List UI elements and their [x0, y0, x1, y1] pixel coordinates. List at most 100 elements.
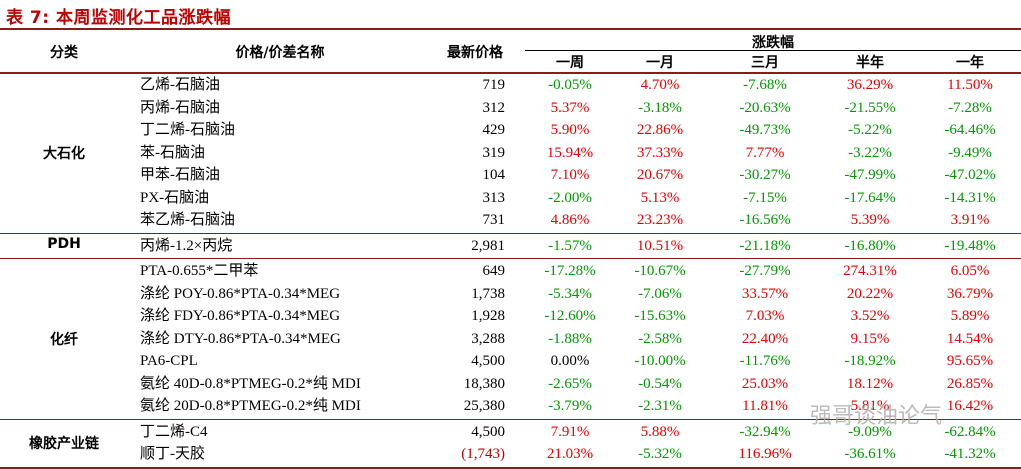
group-divider	[0, 418, 1021, 420]
group-divider	[0, 232, 1021, 234]
row-change-一年: 11.50%	[947, 77, 993, 93]
row-change-一周: 15.94%	[546, 144, 594, 161]
row-change-一月: -2.58%	[638, 330, 682, 347]
row-change-三月: -11.76%	[739, 353, 791, 369]
row-change-一周: -3.79%	[548, 398, 592, 414]
row-change-一周: 21.03%	[546, 446, 594, 462]
watermark: 强哥谈油论气	[810, 404, 943, 429]
row-change-一年: -19.48%	[944, 237, 996, 254]
row-change-一月: 5.13%	[640, 189, 680, 206]
row-change-一年: 3.91%	[950, 212, 990, 228]
row-price: 313	[482, 189, 506, 206]
header-subrule	[525, 50, 1021, 51]
row-name: 苯-石脑油	[140, 144, 205, 161]
row-name: 氨纶 40D-0.8*PTMEG-0.2*纯 MDI	[140, 375, 361, 392]
row-name: PTA-0.655*二甲苯	[140, 263, 259, 279]
row-change-三月: 7.77%	[745, 144, 785, 161]
row-change-一年: -9.49%	[948, 144, 992, 161]
row-change-半年: -47.99%	[844, 167, 896, 183]
row-change-一年: 14.54%	[946, 330, 994, 347]
row-change-一年: -62.84%	[944, 423, 996, 440]
row-change-一月: 10.51%	[636, 237, 684, 254]
row-name: PX-石脑油	[140, 189, 210, 206]
row-name: 丁二烯-石脑油	[140, 122, 235, 138]
row-change-一年: -47.02%	[944, 167, 996, 183]
row-change-半年: 9.15%	[850, 330, 890, 347]
row-change-三月: -49.73%	[739, 122, 791, 138]
row-change-一月: -3.18%	[638, 99, 682, 116]
row-change-一月: -0.54%	[638, 375, 682, 392]
row-change-一月: 22.86%	[636, 122, 684, 138]
row-change-一年: -7.28%	[948, 99, 992, 116]
row-change-一年: 95.65%	[946, 353, 994, 369]
header-change: 涨跌幅	[752, 35, 794, 51]
row-change-三月: 25.03%	[741, 375, 789, 392]
group-divider	[0, 466, 1021, 469]
row-price: 18,380	[463, 375, 505, 392]
row-name: 涤纶 DTY-0.86*PTA-0.34*MEG	[140, 330, 341, 347]
row-change-三月: -7.68%	[743, 77, 787, 93]
row-name: 丙烯-1.2×丙烷	[140, 237, 233, 254]
row-change-一年: -14.31%	[944, 189, 996, 206]
row-price: 4,500	[471, 423, 505, 440]
row-change-半年: -21.55%	[844, 99, 896, 116]
row-change-一周: 5.90%	[550, 122, 590, 138]
row-name: 甲苯-石脑油	[140, 167, 220, 183]
row-change-一周: -12.60%	[544, 308, 596, 324]
row-change-一周: -17.28%	[544, 263, 596, 279]
row-name: 丁二烯-C4	[140, 423, 208, 440]
row-price: 2,981	[471, 237, 505, 254]
row-price: 719	[482, 77, 506, 93]
row-change-一周: -1.88%	[548, 330, 592, 347]
row-change-一周: -2.65%	[548, 375, 592, 392]
group-category: PDH	[47, 235, 81, 252]
row-change-一月: -10.67%	[634, 263, 686, 279]
row-change-一周: 7.91%	[550, 423, 590, 440]
header-period: 一月	[646, 55, 674, 71]
row-change-一月: -5.32%	[638, 446, 682, 462]
row-change-三月: 116.96%	[738, 446, 792, 462]
row-change-一周: -2.00%	[548, 189, 592, 206]
header-period: 一年	[956, 55, 984, 71]
row-change-三月: 7.03%	[745, 308, 785, 324]
group-category: 化纤	[50, 331, 78, 348]
row-change-一年: 26.85%	[946, 375, 994, 392]
row-price: 4,500	[471, 353, 505, 369]
row-name: 涤纶 POY-0.86*PTA-0.34*MEG	[140, 285, 341, 302]
row-change-一年: 6.05%	[950, 263, 990, 279]
row-change-一月: -10.00%	[634, 353, 686, 369]
row-change-一月: -7.06%	[638, 285, 682, 302]
row-change-三月: -20.63%	[739, 99, 791, 116]
row-change-三月: -7.15%	[743, 189, 787, 206]
row-change-一月: -2.31%	[638, 398, 682, 414]
row-change-半年: -3.22%	[848, 144, 892, 161]
row-change-一月: 37.33%	[636, 144, 684, 161]
row-change-三月: -16.56%	[739, 212, 791, 228]
row-price: 429	[482, 122, 506, 138]
row-change-一周: -1.57%	[548, 237, 592, 254]
row-change-一月: -15.63%	[634, 308, 686, 324]
row-change-半年: 18.12%	[846, 375, 894, 392]
row-change-三月: -32.94%	[739, 423, 791, 440]
row-price: 649	[482, 263, 506, 279]
row-price: 1,738	[471, 285, 505, 302]
row-price: 1,928	[471, 308, 505, 324]
row-change-半年: 20.22%	[846, 285, 894, 302]
row-change-一月: 20.67%	[636, 167, 684, 183]
row-change-半年: 5.39%	[850, 212, 890, 228]
row-change-三月: 11.81%	[742, 398, 788, 414]
row-change-一年: -41.32%	[944, 446, 996, 462]
header-name: 价格/价差名称	[235, 45, 325, 61]
row-change-一月: 5.88%	[640, 423, 680, 440]
row-change-半年: -5.22%	[848, 122, 892, 138]
header-price: 最新价格	[447, 45, 503, 61]
row-change-一年: 16.42%	[946, 398, 994, 414]
group-category: 大石化	[43, 145, 85, 162]
row-change-半年: -9.09%	[848, 423, 892, 440]
row-price: 319	[482, 144, 506, 161]
row-price: 104	[482, 167, 506, 183]
row-name: 顺丁-天胶	[140, 446, 205, 462]
header-period: 三月	[751, 55, 779, 71]
row-name: 苯乙烯-石脑油	[140, 212, 235, 228]
row-change-半年: -18.92%	[844, 353, 896, 369]
